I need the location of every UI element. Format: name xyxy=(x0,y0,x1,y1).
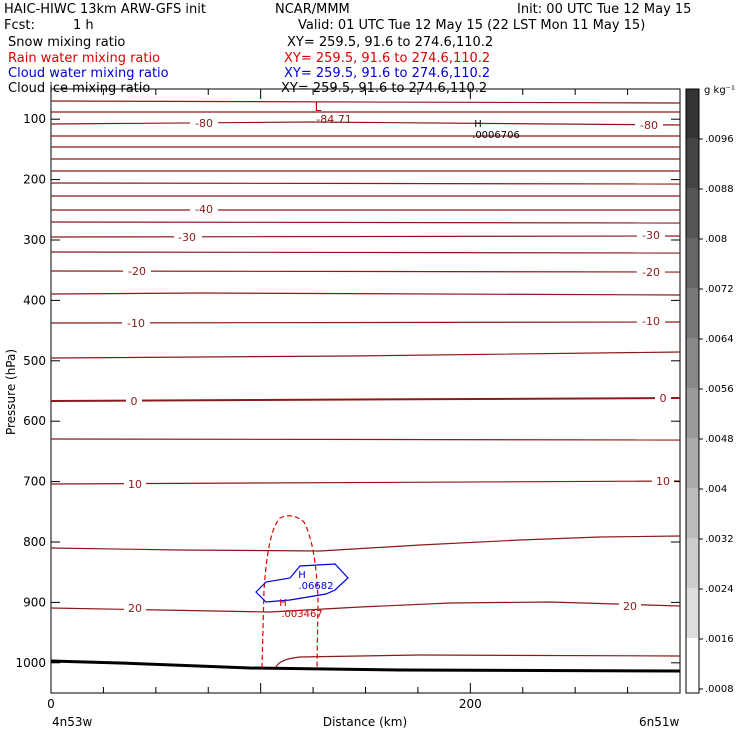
isotherm-line xyxy=(50,270,681,273)
contour-label: 10 xyxy=(128,478,142,491)
field-cloudice-xy: XY= 259.5, 91.6 to 274.6,110.2 xyxy=(281,81,488,96)
isotherm-line xyxy=(50,397,681,402)
rain-mixing-ratio-contour xyxy=(261,515,319,671)
field-snow-name: Snow mixing ratio xyxy=(8,35,126,50)
colorbar-label: .0064 xyxy=(705,334,734,345)
y-tick-label: 100 xyxy=(23,112,46,126)
cloud-water-contour xyxy=(255,563,349,603)
colorbar-label: .0024 xyxy=(705,584,734,595)
forecast-hour: 1 h xyxy=(73,18,94,33)
contour-label: -40 xyxy=(195,203,213,216)
field-rain-name: Rain water mixing ratio xyxy=(8,51,161,66)
isotherm-line xyxy=(50,100,681,104)
contour-label-group: -80 -80 -40 -30 -30 -20 -20 -10 -10 0 0 … xyxy=(122,117,674,615)
temperature-contours xyxy=(50,100,681,668)
contour-label: 20 xyxy=(128,602,142,615)
high-marker-cloudwater: H xyxy=(298,570,306,581)
init-time: Init: 00 UTC Tue 12 May 15 xyxy=(517,2,692,17)
colorbar xyxy=(685,88,700,694)
colorbar-label: .0088 xyxy=(705,184,734,195)
field-snow-xy: XY= 259.5, 91.6 to 274.6,110.2 xyxy=(287,35,494,50)
y-tick-label: 900 xyxy=(23,595,46,609)
field-cloudice-name: Cloud ice mixing ratio xyxy=(8,81,151,96)
x-axis-label: Distance (km) xyxy=(323,715,407,729)
colorbar-label: .0008 xyxy=(705,684,734,695)
colorbar-label: .0072 xyxy=(705,284,734,295)
isotherm-line xyxy=(275,654,681,668)
colorbar-label: .0016 xyxy=(705,634,734,645)
chart-org: NCAR/MMM xyxy=(275,2,350,17)
high-value-snow: .0006706 xyxy=(472,130,520,141)
high-marker-snow: H xyxy=(474,119,482,130)
contour-label: -10 xyxy=(127,317,145,330)
y-tick-label: 600 xyxy=(23,414,46,428)
plot-frame xyxy=(50,88,681,694)
colorbar-label: .004 xyxy=(705,484,727,495)
y-tick-label: 400 xyxy=(23,293,46,307)
isotherm-line xyxy=(50,438,681,441)
x-tick-label: 200 xyxy=(459,697,482,711)
x-start-location: 4n53w xyxy=(52,715,93,729)
contour-label: -80 xyxy=(640,119,658,132)
isotherm-line xyxy=(50,251,681,254)
contour-label: 10 xyxy=(656,475,670,488)
valid-time: Valid: 01 UTC Tue 12 May 15 (22 LST Mon … xyxy=(298,18,646,33)
y-tick-label: 200 xyxy=(23,173,46,187)
isotherm-line xyxy=(50,221,681,224)
contour-label: 0 xyxy=(131,395,138,408)
field-rain-xy: XY= 259.5, 91.6 to 274.6,110.2 xyxy=(284,51,491,66)
isotherm-line xyxy=(50,535,681,552)
isotherm-line xyxy=(50,601,681,613)
isotherm-line xyxy=(50,182,681,185)
isotherm-line xyxy=(50,292,681,296)
field-cloudwater-xy: XY= 259.5, 91.6 to 274.6,110.2 xyxy=(284,66,491,81)
isotherm-line xyxy=(50,321,681,324)
contour-label: 20 xyxy=(623,600,637,613)
colorbar-label: .0056 xyxy=(705,384,734,395)
isotherm-line xyxy=(50,121,681,126)
colorbar-unit: g kg⁻¹ xyxy=(704,85,735,96)
y-tick-label: 500 xyxy=(23,354,46,368)
x-tick-label: 0 xyxy=(47,697,55,711)
colorbar-label: .0032 xyxy=(705,534,734,545)
x-end-location: 6n51w xyxy=(639,715,680,729)
low-value: -84.71 xyxy=(316,113,351,126)
contour-label: -20 xyxy=(642,266,660,279)
high-value-rain: .003467 xyxy=(281,609,322,620)
forecast-label: Fcst: xyxy=(4,18,35,33)
contour-label: -10 xyxy=(642,315,660,328)
terrain-surface xyxy=(50,659,681,673)
field-cloudwater-name: Cloud water mixing ratio xyxy=(8,66,169,81)
y-tick-label: 300 xyxy=(23,233,46,247)
colorbar-label: .0048 xyxy=(705,434,734,445)
isotherm-line xyxy=(50,351,681,359)
contour-label: -30 xyxy=(178,231,196,244)
isotherm-line xyxy=(50,235,681,238)
colorbar-label: .008 xyxy=(705,234,727,245)
contour-label: -30 xyxy=(642,229,660,242)
y-axis-label: Pressure (hPa) xyxy=(4,349,18,435)
y-tick-label: 800 xyxy=(23,535,46,549)
high-value-cloudwater: .06682 xyxy=(299,581,334,592)
low-marker: L xyxy=(315,100,322,114)
contour-label: -20 xyxy=(128,265,146,278)
y-tick-label: 1000 xyxy=(15,656,46,670)
contour-label: 0 xyxy=(660,392,667,405)
contour-label: -80 xyxy=(195,117,213,130)
isotherm-line xyxy=(50,480,681,485)
colorbar-label: .0096 xyxy=(705,134,734,145)
chart-title: HAIC-HIWC 13km ARW-GFS init xyxy=(4,2,206,17)
y-tick-label: 700 xyxy=(23,475,46,489)
high-marker-rain: H xyxy=(279,598,287,609)
